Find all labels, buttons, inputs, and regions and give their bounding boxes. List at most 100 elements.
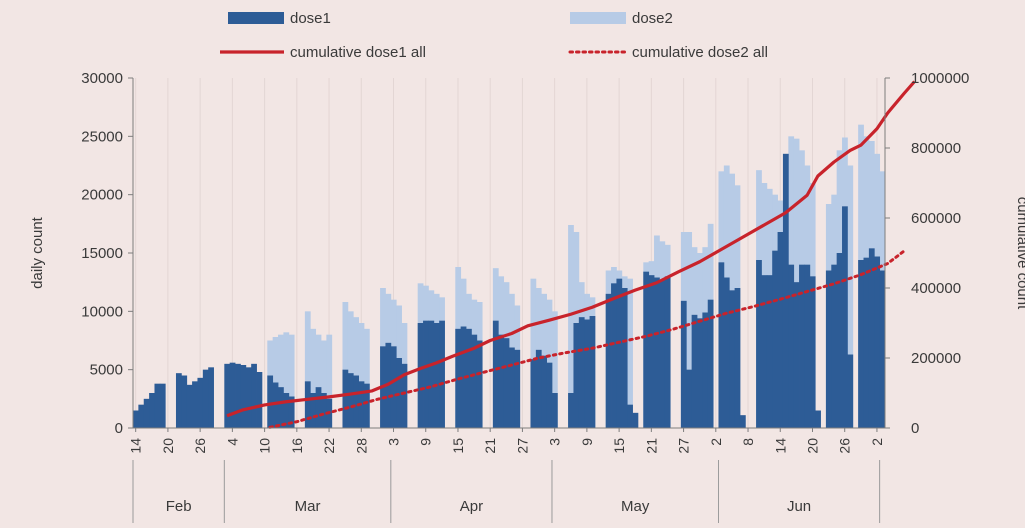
bar-dose1 [245,367,252,428]
x-tick-label: 27 [514,438,530,454]
bar-dose1 [815,410,821,428]
bar-dose1 [466,328,472,428]
bar-dose1 [175,373,182,428]
bar-dose1 [342,369,349,428]
bar-dose1 [868,248,875,428]
y-left-tick-label: 30000 [81,70,123,87]
bar-dose1 [288,396,295,428]
bar-dose1 [321,393,327,428]
bar-dose1 [138,404,145,428]
x-tick-label: 26 [837,438,853,454]
y-left-tick-label: 10000 [81,303,123,320]
bar-dose2 [363,328,370,428]
bar-dose1 [616,278,623,428]
bar-dose1 [197,377,204,428]
bar-dose1 [831,264,838,428]
bar-dose1 [804,264,811,428]
x-tick-label: 14 [772,438,788,454]
bar-dose1 [315,387,322,428]
y-right-tick-label: 0 [911,420,919,437]
bar-dose1 [568,393,574,428]
bar-dose1 [159,383,166,428]
bar-dose1 [686,369,693,428]
bar-dose1 [621,288,628,428]
series-line-cumulative-dose2 [268,249,906,429]
x-tick-label: 27 [676,438,692,454]
y-right-tick-label: 200000 [911,350,961,367]
bar-dose1 [578,317,585,428]
bar-dose1 [133,410,139,428]
bar-dose1 [654,277,660,428]
bar-dose1 [691,314,698,428]
bar-dose1 [149,393,155,428]
legend-label-cum_dose1: cumulative dose1 all [290,44,426,61]
x-tick-label: 14 [128,438,144,454]
bar-dose1 [143,398,150,428]
bar-dose1 [858,260,864,428]
y-right-tick-label: 600000 [911,210,961,227]
legend-swatch-dose2 [570,12,626,24]
month-label: May [621,498,650,515]
bar-dose1 [707,299,714,428]
bar-dose1 [256,372,263,428]
bar-dose2 [342,302,349,428]
bar-dose1 [782,153,789,429]
bar-dose1 [208,367,214,428]
y-right-tick-label: 800000 [911,140,961,157]
bar-dose1 [664,276,671,428]
bar-dose1 [627,404,633,428]
x-tick-label: 21 [482,438,498,454]
x-tick-label: 2 [708,438,724,446]
legend-label-cum_dose2: cumulative dose2 all [632,44,768,61]
bar-dose1 [648,275,655,428]
x-tick-label: 22 [321,438,337,454]
bar-dose1 [224,363,231,428]
y-axis-left-title: daily count [29,216,46,289]
y-axis-right-title: cumulative count [1014,197,1025,310]
bar-dose1 [423,320,429,428]
bar-dose1 [825,270,832,428]
bar-dose1 [842,206,848,428]
bar-dose1 [788,264,795,428]
bar-dose1 [729,290,735,428]
bar-dose1 [847,354,854,428]
bar-dose2 [321,340,327,428]
bar-dose1 [396,358,402,428]
bar-dose1 [310,393,317,428]
bar-dose1 [863,257,870,428]
bar-dose1 [756,260,762,428]
bar-dose1 [584,319,590,428]
bar-dose1 [428,320,435,428]
x-tick-label: 21 [643,438,659,454]
bar-dose2 [568,225,574,428]
bar-dose1 [514,349,521,428]
bar-dose1 [267,375,274,428]
bar-dose1 [304,381,311,428]
bar-dose1 [347,373,354,428]
y-left-tick-label: 20000 [81,187,123,204]
bar-dose1 [680,300,687,428]
bar-dose2 [304,311,311,428]
bar-dose1 [643,271,650,428]
bar-dose1 [192,381,198,428]
legend-label-dose2: dose2 [632,10,673,27]
bar-dose2 [288,334,295,428]
bar-dose1 [439,320,445,428]
x-tick-label: 9 [579,438,595,446]
bar-dose1 [659,279,666,428]
bar-dose1 [793,282,800,428]
x-tick-label: 16 [289,438,305,454]
bar-dose2 [278,334,284,428]
month-label: Feb [166,498,192,515]
x-tick-label: 20 [804,438,820,454]
bar-dose1 [240,365,247,428]
legend-swatch-dose1 [228,12,284,24]
bar-dose1 [879,270,886,428]
bar-dose2 [353,317,359,428]
bar-dose1 [401,363,408,428]
bar-dose1 [535,349,542,428]
bar-dose1 [541,355,547,428]
x-tick-label: 20 [160,438,176,454]
x-tick-label: 3 [547,438,563,446]
